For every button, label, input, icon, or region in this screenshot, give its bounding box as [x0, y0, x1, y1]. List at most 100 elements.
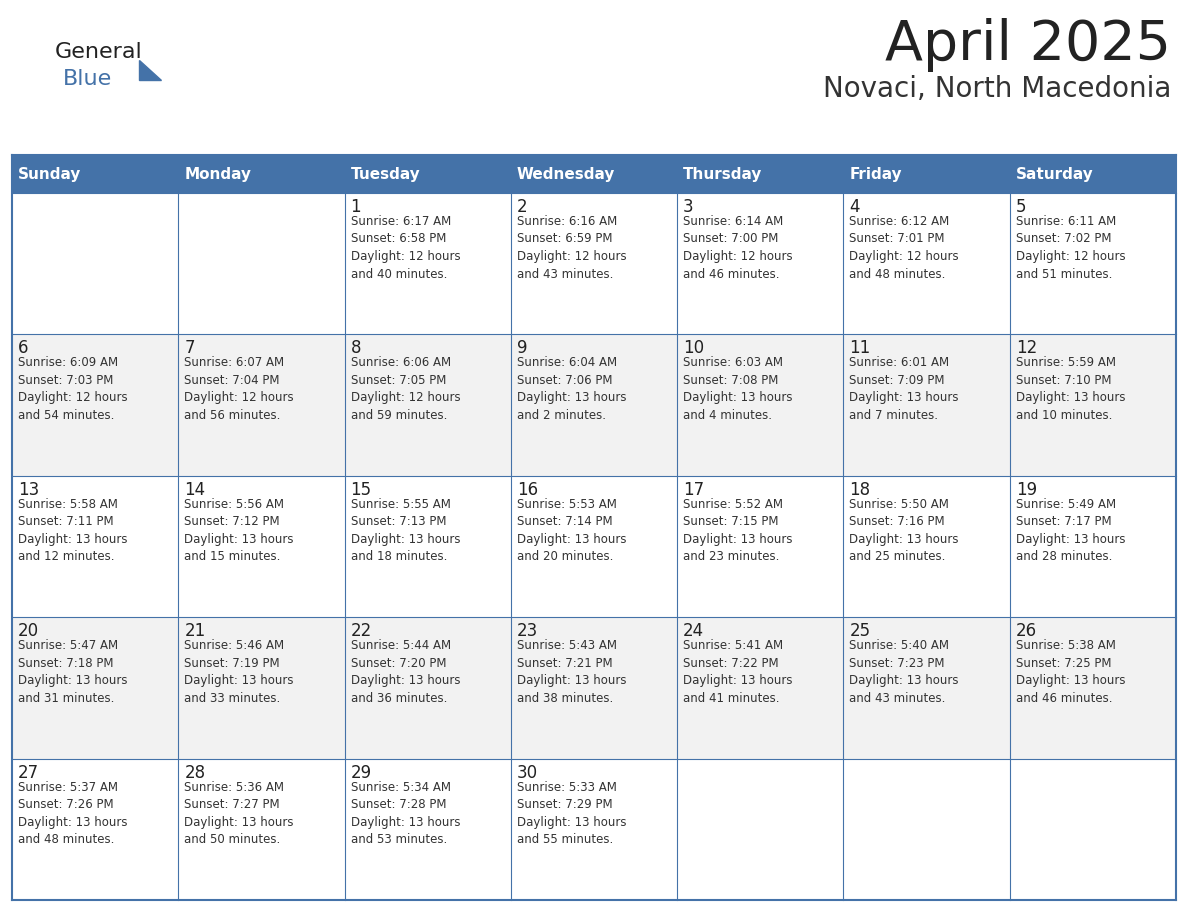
Bar [843, 476, 1010, 617]
Bar [843, 758, 1010, 900]
Bar [12, 617, 178, 758]
Bar [12, 758, 178, 900]
Bar [178, 476, 345, 617]
Text: April 2025: April 2025 [885, 18, 1171, 72]
Text: 27: 27 [18, 764, 39, 781]
Text: 10: 10 [683, 340, 704, 357]
Bar [677, 193, 843, 334]
Text: General: General [55, 42, 143, 62]
Bar [677, 617, 843, 758]
Text: 5: 5 [1016, 198, 1026, 216]
Text: Sunrise: 6:11 AM
Sunset: 7:02 PM
Daylight: 12 hours
and 51 minutes.: Sunrise: 6:11 AM Sunset: 7:02 PM Dayligh… [1016, 215, 1125, 281]
Text: Sunrise: 5:43 AM
Sunset: 7:21 PM
Daylight: 13 hours
and 38 minutes.: Sunrise: 5:43 AM Sunset: 7:21 PM Dayligh… [517, 639, 626, 705]
Text: Sunrise: 5:34 AM
Sunset: 7:28 PM
Daylight: 13 hours
and 53 minutes.: Sunrise: 5:34 AM Sunset: 7:28 PM Dayligh… [350, 780, 460, 846]
Text: 2: 2 [517, 198, 527, 216]
Bar [345, 193, 511, 334]
Text: 11: 11 [849, 340, 871, 357]
Text: Sunrise: 6:14 AM
Sunset: 7:00 PM
Daylight: 12 hours
and 46 minutes.: Sunrise: 6:14 AM Sunset: 7:00 PM Dayligh… [683, 215, 792, 281]
Polygon shape [139, 60, 162, 80]
Bar [843, 193, 1010, 334]
Text: Friday: Friday [849, 166, 902, 182]
Text: Saturday: Saturday [1016, 166, 1093, 182]
Text: Sunrise: 5:33 AM
Sunset: 7:29 PM
Daylight: 13 hours
and 55 minutes.: Sunrise: 5:33 AM Sunset: 7:29 PM Dayligh… [517, 780, 626, 846]
Text: Novaci, North Macedonia: Novaci, North Macedonia [822, 75, 1171, 103]
Text: Sunday: Sunday [18, 166, 81, 182]
Bar [12, 155, 1176, 193]
Bar [178, 334, 345, 476]
Text: Sunrise: 5:41 AM
Sunset: 7:22 PM
Daylight: 13 hours
and 41 minutes.: Sunrise: 5:41 AM Sunset: 7:22 PM Dayligh… [683, 639, 792, 705]
Text: Sunrise: 5:59 AM
Sunset: 7:10 PM
Daylight: 13 hours
and 10 minutes.: Sunrise: 5:59 AM Sunset: 7:10 PM Dayligh… [1016, 356, 1125, 422]
Text: 26: 26 [1016, 622, 1037, 640]
Text: Sunrise: 5:40 AM
Sunset: 7:23 PM
Daylight: 13 hours
and 43 minutes.: Sunrise: 5:40 AM Sunset: 7:23 PM Dayligh… [849, 639, 959, 705]
Text: 3: 3 [683, 198, 694, 216]
Bar [677, 476, 843, 617]
Text: Sunrise: 5:47 AM
Sunset: 7:18 PM
Daylight: 13 hours
and 31 minutes.: Sunrise: 5:47 AM Sunset: 7:18 PM Dayligh… [18, 639, 127, 705]
Bar [12, 334, 178, 476]
Text: 12: 12 [1016, 340, 1037, 357]
Text: 15: 15 [350, 481, 372, 498]
Text: Sunrise: 5:52 AM
Sunset: 7:15 PM
Daylight: 13 hours
and 23 minutes.: Sunrise: 5:52 AM Sunset: 7:15 PM Dayligh… [683, 498, 792, 564]
Bar [843, 334, 1010, 476]
Bar [178, 758, 345, 900]
Text: Sunrise: 6:06 AM
Sunset: 7:05 PM
Daylight: 12 hours
and 59 minutes.: Sunrise: 6:06 AM Sunset: 7:05 PM Dayligh… [350, 356, 460, 422]
Text: Sunrise: 5:50 AM
Sunset: 7:16 PM
Daylight: 13 hours
and 25 minutes.: Sunrise: 5:50 AM Sunset: 7:16 PM Dayligh… [849, 498, 959, 564]
Text: Tuesday: Tuesday [350, 166, 421, 182]
Text: 29: 29 [350, 764, 372, 781]
Text: Sunrise: 6:12 AM
Sunset: 7:01 PM
Daylight: 12 hours
and 48 minutes.: Sunrise: 6:12 AM Sunset: 7:01 PM Dayligh… [849, 215, 959, 281]
Bar [843, 617, 1010, 758]
Bar [345, 334, 511, 476]
Text: 17: 17 [683, 481, 704, 498]
Text: 18: 18 [849, 481, 871, 498]
Bar [178, 617, 345, 758]
Text: Sunrise: 5:37 AM
Sunset: 7:26 PM
Daylight: 13 hours
and 48 minutes.: Sunrise: 5:37 AM Sunset: 7:26 PM Dayligh… [18, 780, 127, 846]
Bar [511, 193, 677, 334]
Text: 24: 24 [683, 622, 704, 640]
Text: 7: 7 [184, 340, 195, 357]
Bar [511, 476, 677, 617]
Text: Sunrise: 5:46 AM
Sunset: 7:19 PM
Daylight: 13 hours
and 33 minutes.: Sunrise: 5:46 AM Sunset: 7:19 PM Dayligh… [184, 639, 293, 705]
Text: Sunrise: 5:53 AM
Sunset: 7:14 PM
Daylight: 13 hours
and 20 minutes.: Sunrise: 5:53 AM Sunset: 7:14 PM Dayligh… [517, 498, 626, 564]
Bar [1010, 193, 1176, 334]
Text: 13: 13 [18, 481, 39, 498]
Bar [1010, 617, 1176, 758]
Text: Sunrise: 5:56 AM
Sunset: 7:12 PM
Daylight: 13 hours
and 15 minutes.: Sunrise: 5:56 AM Sunset: 7:12 PM Dayligh… [184, 498, 293, 564]
Text: Sunrise: 5:58 AM
Sunset: 7:11 PM
Daylight: 13 hours
and 12 minutes.: Sunrise: 5:58 AM Sunset: 7:11 PM Dayligh… [18, 498, 127, 564]
Text: Monday: Monday [184, 166, 252, 182]
Text: Thursday: Thursday [683, 166, 763, 182]
Text: Sunrise: 5:49 AM
Sunset: 7:17 PM
Daylight: 13 hours
and 28 minutes.: Sunrise: 5:49 AM Sunset: 7:17 PM Dayligh… [1016, 498, 1125, 564]
Text: Sunrise: 5:38 AM
Sunset: 7:25 PM
Daylight: 13 hours
and 46 minutes.: Sunrise: 5:38 AM Sunset: 7:25 PM Dayligh… [1016, 639, 1125, 705]
Text: Sunrise: 6:01 AM
Sunset: 7:09 PM
Daylight: 13 hours
and 7 minutes.: Sunrise: 6:01 AM Sunset: 7:09 PM Dayligh… [849, 356, 959, 422]
Text: 30: 30 [517, 764, 538, 781]
Bar [1010, 758, 1176, 900]
Bar [511, 617, 677, 758]
Text: Wednesday: Wednesday [517, 166, 615, 182]
Text: 9: 9 [517, 340, 527, 357]
Text: Sunrise: 5:36 AM
Sunset: 7:27 PM
Daylight: 13 hours
and 50 minutes.: Sunrise: 5:36 AM Sunset: 7:27 PM Dayligh… [184, 780, 293, 846]
Bar [1010, 334, 1176, 476]
Text: 1: 1 [350, 198, 361, 216]
Bar [178, 193, 345, 334]
Text: 22: 22 [350, 622, 372, 640]
Text: 23: 23 [517, 622, 538, 640]
Text: 21: 21 [184, 622, 206, 640]
Bar [677, 334, 843, 476]
Text: Sunrise: 5:55 AM
Sunset: 7:13 PM
Daylight: 13 hours
and 18 minutes.: Sunrise: 5:55 AM Sunset: 7:13 PM Dayligh… [350, 498, 460, 564]
Text: Blue: Blue [63, 69, 112, 89]
Text: 16: 16 [517, 481, 538, 498]
Text: 28: 28 [184, 764, 206, 781]
Text: 14: 14 [184, 481, 206, 498]
Bar [12, 476, 178, 617]
Text: Sunrise: 6:03 AM
Sunset: 7:08 PM
Daylight: 13 hours
and 4 minutes.: Sunrise: 6:03 AM Sunset: 7:08 PM Dayligh… [683, 356, 792, 422]
Bar [345, 617, 511, 758]
Text: 20: 20 [18, 622, 39, 640]
Bar [345, 758, 511, 900]
Text: Sunrise: 5:44 AM
Sunset: 7:20 PM
Daylight: 13 hours
and 36 minutes.: Sunrise: 5:44 AM Sunset: 7:20 PM Dayligh… [350, 639, 460, 705]
Bar [12, 193, 178, 334]
Text: Sunrise: 6:09 AM
Sunset: 7:03 PM
Daylight: 12 hours
and 54 minutes.: Sunrise: 6:09 AM Sunset: 7:03 PM Dayligh… [18, 356, 127, 422]
Text: 8: 8 [350, 340, 361, 357]
Text: 4: 4 [849, 198, 860, 216]
Text: Sunrise: 6:16 AM
Sunset: 6:59 PM
Daylight: 12 hours
and 43 minutes.: Sunrise: 6:16 AM Sunset: 6:59 PM Dayligh… [517, 215, 626, 281]
Bar [511, 334, 677, 476]
Bar [1010, 476, 1176, 617]
Bar [677, 758, 843, 900]
